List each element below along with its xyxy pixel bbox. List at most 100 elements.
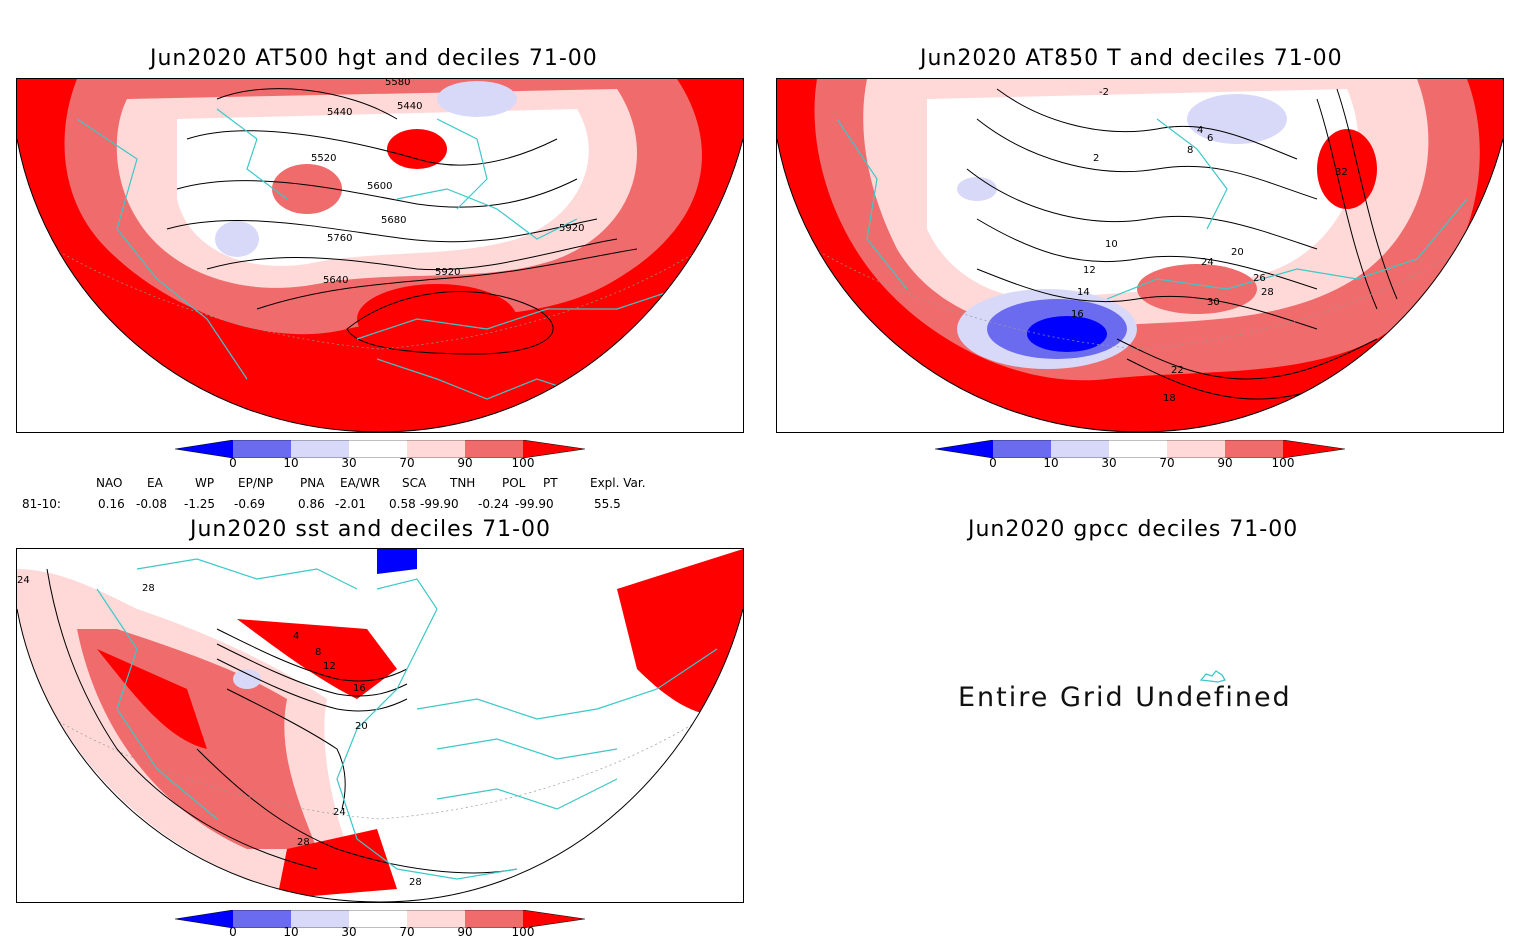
colorbar-label: 70	[399, 925, 415, 939]
index-name-pol: POL	[502, 476, 526, 490]
colorbar-label: 100	[511, 456, 535, 470]
colorbar-hgt500: 0 10 30 70 90 100	[174, 439, 586, 475]
contour-label: 5640	[323, 275, 348, 286]
contour-label: 28	[1261, 287, 1274, 298]
contour-label: 26	[1253, 273, 1266, 284]
index-name-pna: PNA	[300, 476, 325, 490]
contour-label: -2	[1099, 87, 1109, 98]
colorbar-label: 30	[341, 456, 357, 470]
contour-label: 6	[1207, 133, 1213, 144]
contour-label: 8	[315, 647, 321, 658]
contour-label: 5440	[327, 107, 352, 118]
contour-label: 24	[333, 807, 346, 818]
panel-title-t850: Jun2020 AT850 T and deciles 71-00	[920, 46, 1343, 71]
colorbar-swatch	[465, 440, 523, 458]
contour-label: 5920	[559, 223, 584, 234]
colorbar-swatch	[1167, 440, 1225, 458]
expl-var-value: 55.5	[594, 497, 621, 511]
colorbar-t850: 0 10 30 70 90 100	[934, 439, 1346, 475]
colorbar-swatch	[465, 910, 523, 928]
undefined-grid-message: Entire Grid Undefined	[958, 682, 1292, 713]
colorbar-swatch	[349, 910, 407, 928]
colorbar-label: 100	[1271, 456, 1295, 470]
index-value-sca: 0.58	[389, 497, 416, 511]
index-value-eawr: -2.01	[335, 497, 367, 511]
contour-label: 20	[355, 721, 368, 732]
contour-label: 2	[1093, 153, 1099, 164]
contour-label: 28	[297, 837, 310, 848]
contour-label: 10	[1105, 239, 1118, 250]
map-panel-hgt500: 5580 5440 5440 5520 5600 5680 5760 5640 …	[16, 78, 744, 433]
index-name-nao: NAO	[96, 476, 123, 490]
panel-title-hgt500: Jun2020 AT500 hgt and deciles 71-00	[150, 46, 598, 71]
index-value-pol: -0.24	[478, 497, 510, 511]
index-name-ea: EA	[147, 476, 163, 490]
contour-label: 28	[409, 877, 422, 888]
index-name-epnp: EP/NP	[238, 476, 274, 490]
index-value-pt: -99.90	[515, 497, 554, 511]
contour-label: 5440	[397, 101, 422, 112]
contour-label: 30	[1207, 297, 1220, 308]
island-glyph	[1199, 670, 1226, 683]
colorbar-swatch	[407, 910, 465, 928]
contour-label: 5760	[327, 233, 352, 244]
contour-label: 24	[1201, 257, 1214, 268]
contour-label: 12	[323, 661, 336, 672]
index-value-pna: 0.86	[298, 497, 325, 511]
contour-label: 18	[1163, 393, 1176, 404]
colorbar-label: 10	[283, 925, 299, 939]
colorbar-label: 100	[511, 925, 535, 939]
contour-label: 12	[1083, 265, 1096, 276]
colorbar-label: 0	[229, 925, 237, 939]
map-panel-sst: 24 28 4 8 12 16 20 24 28 28	[16, 548, 744, 903]
colorbar-label: 90	[1217, 456, 1233, 470]
index-value-wp: -1.25	[184, 497, 216, 511]
contour-label: 8	[1187, 145, 1193, 156]
colorbar-swatch	[349, 440, 407, 458]
colorbar-label: 90	[457, 456, 473, 470]
colorbar-label: 70	[1159, 456, 1175, 470]
contour-label: 5920	[435, 267, 460, 278]
index-name-pt: PT	[543, 476, 558, 490]
colorbar-label: 90	[457, 925, 473, 939]
panel-title-gpcc: Jun2020 gpcc deciles 71-00	[968, 517, 1299, 542]
index-name-eawr: EA/WR	[340, 476, 381, 490]
colorbar-swatch	[523, 910, 585, 928]
colorbar-swatch	[993, 440, 1051, 458]
panel-title-sst: Jun2020 sst and deciles 71-00	[190, 517, 552, 542]
colorbar-label: 10	[283, 456, 299, 470]
colorbar-label: 0	[229, 456, 237, 470]
colorbar-swatch	[175, 910, 233, 928]
colorbar-label: 30	[341, 925, 357, 939]
colorbar-label: 70	[399, 456, 415, 470]
index-value-nao: 0.16	[98, 497, 125, 511]
colorbar-swatch	[233, 910, 291, 928]
index-name-wp: WP	[195, 476, 215, 490]
contour-label: 4	[293, 631, 299, 642]
contour-label: 22	[1171, 365, 1184, 376]
index-name-tnh: TNH	[450, 476, 476, 490]
colorbar-label: 10	[1043, 456, 1059, 470]
colorbar-swatch	[291, 440, 349, 458]
colorbar-swatch	[407, 440, 465, 458]
index-value-tnh: -99.90	[420, 497, 459, 511]
contour-label: 20	[1231, 247, 1244, 258]
colorbar-swatch	[935, 440, 993, 458]
contour-label: 32	[1335, 167, 1348, 178]
contour-label: 14	[1077, 287, 1090, 298]
colorbar-swatch	[1225, 440, 1283, 458]
contour-label: 16	[1071, 309, 1084, 320]
colorbar-sst: 0 10 30 70 90 100	[174, 909, 586, 940]
colorbar-swatches	[174, 439, 586, 459]
contour-label: 4	[1197, 125, 1203, 136]
contour-label: 24	[17, 575, 30, 586]
colorbar-swatches	[174, 909, 586, 929]
index-name-sca: SCA	[402, 476, 427, 490]
colorbar-label: 0	[989, 456, 997, 470]
contour-label: 5520	[311, 153, 336, 164]
colorbar-swatch	[291, 910, 349, 928]
colorbar-swatches	[934, 439, 1346, 459]
colorbar-swatch	[1109, 440, 1167, 458]
expl-var-label: Expl. Var.	[590, 476, 646, 490]
colorbar-swatch	[523, 440, 585, 458]
